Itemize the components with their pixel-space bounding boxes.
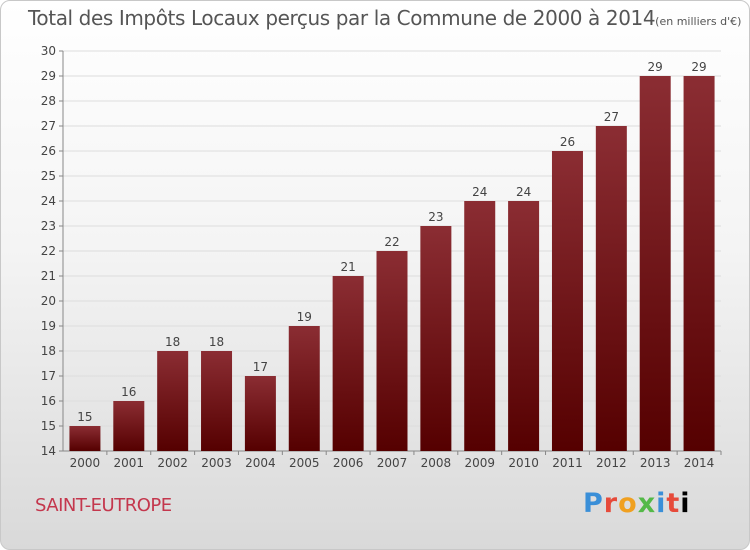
data-labels: 15 16 18 18 17 19 21 22 23 24 24 26 27 29 29: [77, 60, 706, 424]
y-tick-label: 29: [41, 69, 56, 83]
y-tick-label: 17: [41, 369, 56, 383]
bar-value-label: 18: [165, 335, 180, 349]
x-tick-label: 2010: [508, 456, 539, 470]
bar-value-label: 29: [648, 60, 663, 74]
x-tick-label: 2012: [596, 456, 627, 470]
bar: [551, 151, 583, 451]
y-tick-label: 26: [41, 144, 56, 158]
commune-name: SAINT-EUTROPE: [35, 495, 172, 516]
y-tick-label: 24: [41, 194, 56, 208]
bar: [595, 126, 627, 451]
bar: [332, 276, 364, 451]
bar: [683, 76, 715, 451]
logo-letter: x: [637, 488, 657, 519]
x-tick-label: 2002: [157, 456, 188, 470]
x-tick-label: 2008: [421, 456, 452, 470]
x-tick-label: 2013: [640, 456, 671, 470]
chart-title: Total des Impôts Locaux perçus par la Co…: [28, 6, 741, 30]
bar: [69, 426, 101, 451]
y-tick-label: 30: [41, 44, 56, 58]
bar-value-label: 23: [428, 210, 443, 224]
logo-letter: i: [656, 488, 667, 519]
tick-labels: 14 15 16 17 18 19 20 21 22 23 24 25 26 27 28 29 30 2000 20…: [41, 44, 715, 470]
y-tick-label: 16: [41, 394, 56, 408]
x-tick-label: 2004: [245, 456, 276, 470]
bar: [244, 376, 276, 451]
y-tick-label: 25: [41, 169, 56, 183]
y-tick-label: 18: [41, 344, 56, 358]
x-tick-label: 2005: [289, 456, 320, 470]
bar: [113, 401, 145, 451]
y-tick-label: 27: [41, 119, 56, 133]
logo-letter: i: [680, 488, 691, 519]
x-tick-label: 2000: [70, 456, 101, 470]
bar-value-label: 21: [340, 260, 355, 274]
chart-unit-label: (en milliers d'€): [655, 15, 742, 28]
bars: [69, 76, 715, 451]
logo-letter: r: [603, 488, 619, 519]
bar-value-label: 22: [384, 235, 399, 249]
y-tick-label: 20: [41, 294, 56, 308]
logo-letter: P: [583, 488, 604, 519]
x-tick-label: 2006: [333, 456, 364, 470]
bar: [288, 326, 320, 451]
y-tick-label: 28: [41, 94, 56, 108]
y-tick-label: 21: [41, 269, 56, 283]
bar-value-label: 17: [253, 360, 268, 374]
bar: [201, 351, 233, 451]
bar: [464, 201, 496, 451]
bar-value-label: 24: [472, 185, 487, 199]
y-tick-label: 22: [41, 244, 56, 258]
y-tick-label: 19: [41, 319, 56, 333]
bar: [420, 226, 452, 451]
bar-value-label: 15: [77, 410, 92, 424]
x-tick-label: 2011: [552, 456, 583, 470]
bar: [639, 76, 671, 451]
bar-value-label: 18: [209, 335, 224, 349]
x-tick-label: 2009: [464, 456, 495, 470]
x-tick-label: 2001: [114, 456, 145, 470]
bar-value-label: 27: [604, 110, 619, 124]
chart-title-text: Total des Impôts Locaux perçus par la Co…: [28, 6, 656, 30]
bar-value-label: 24: [516, 185, 531, 199]
bar: [376, 251, 408, 451]
y-tick-label: 23: [41, 219, 56, 233]
y-tick-label: 15: [41, 419, 56, 433]
x-tick-label: 2007: [377, 456, 408, 470]
bar-value-label: 26: [560, 135, 575, 149]
bar: [157, 351, 189, 451]
logo-letter: o: [618, 488, 638, 519]
proxiti-logo: Proxiti: [583, 488, 691, 519]
x-tick-label: 2003: [201, 456, 232, 470]
bar: [508, 201, 540, 451]
logo-letter: t: [666, 488, 681, 519]
bar-value-label: 19: [297, 310, 312, 324]
bar-value-label: 29: [691, 60, 706, 74]
bar-value-label: 16: [121, 385, 136, 399]
y-tick-label: 14: [41, 444, 56, 458]
x-tick-label: 2014: [684, 456, 715, 470]
